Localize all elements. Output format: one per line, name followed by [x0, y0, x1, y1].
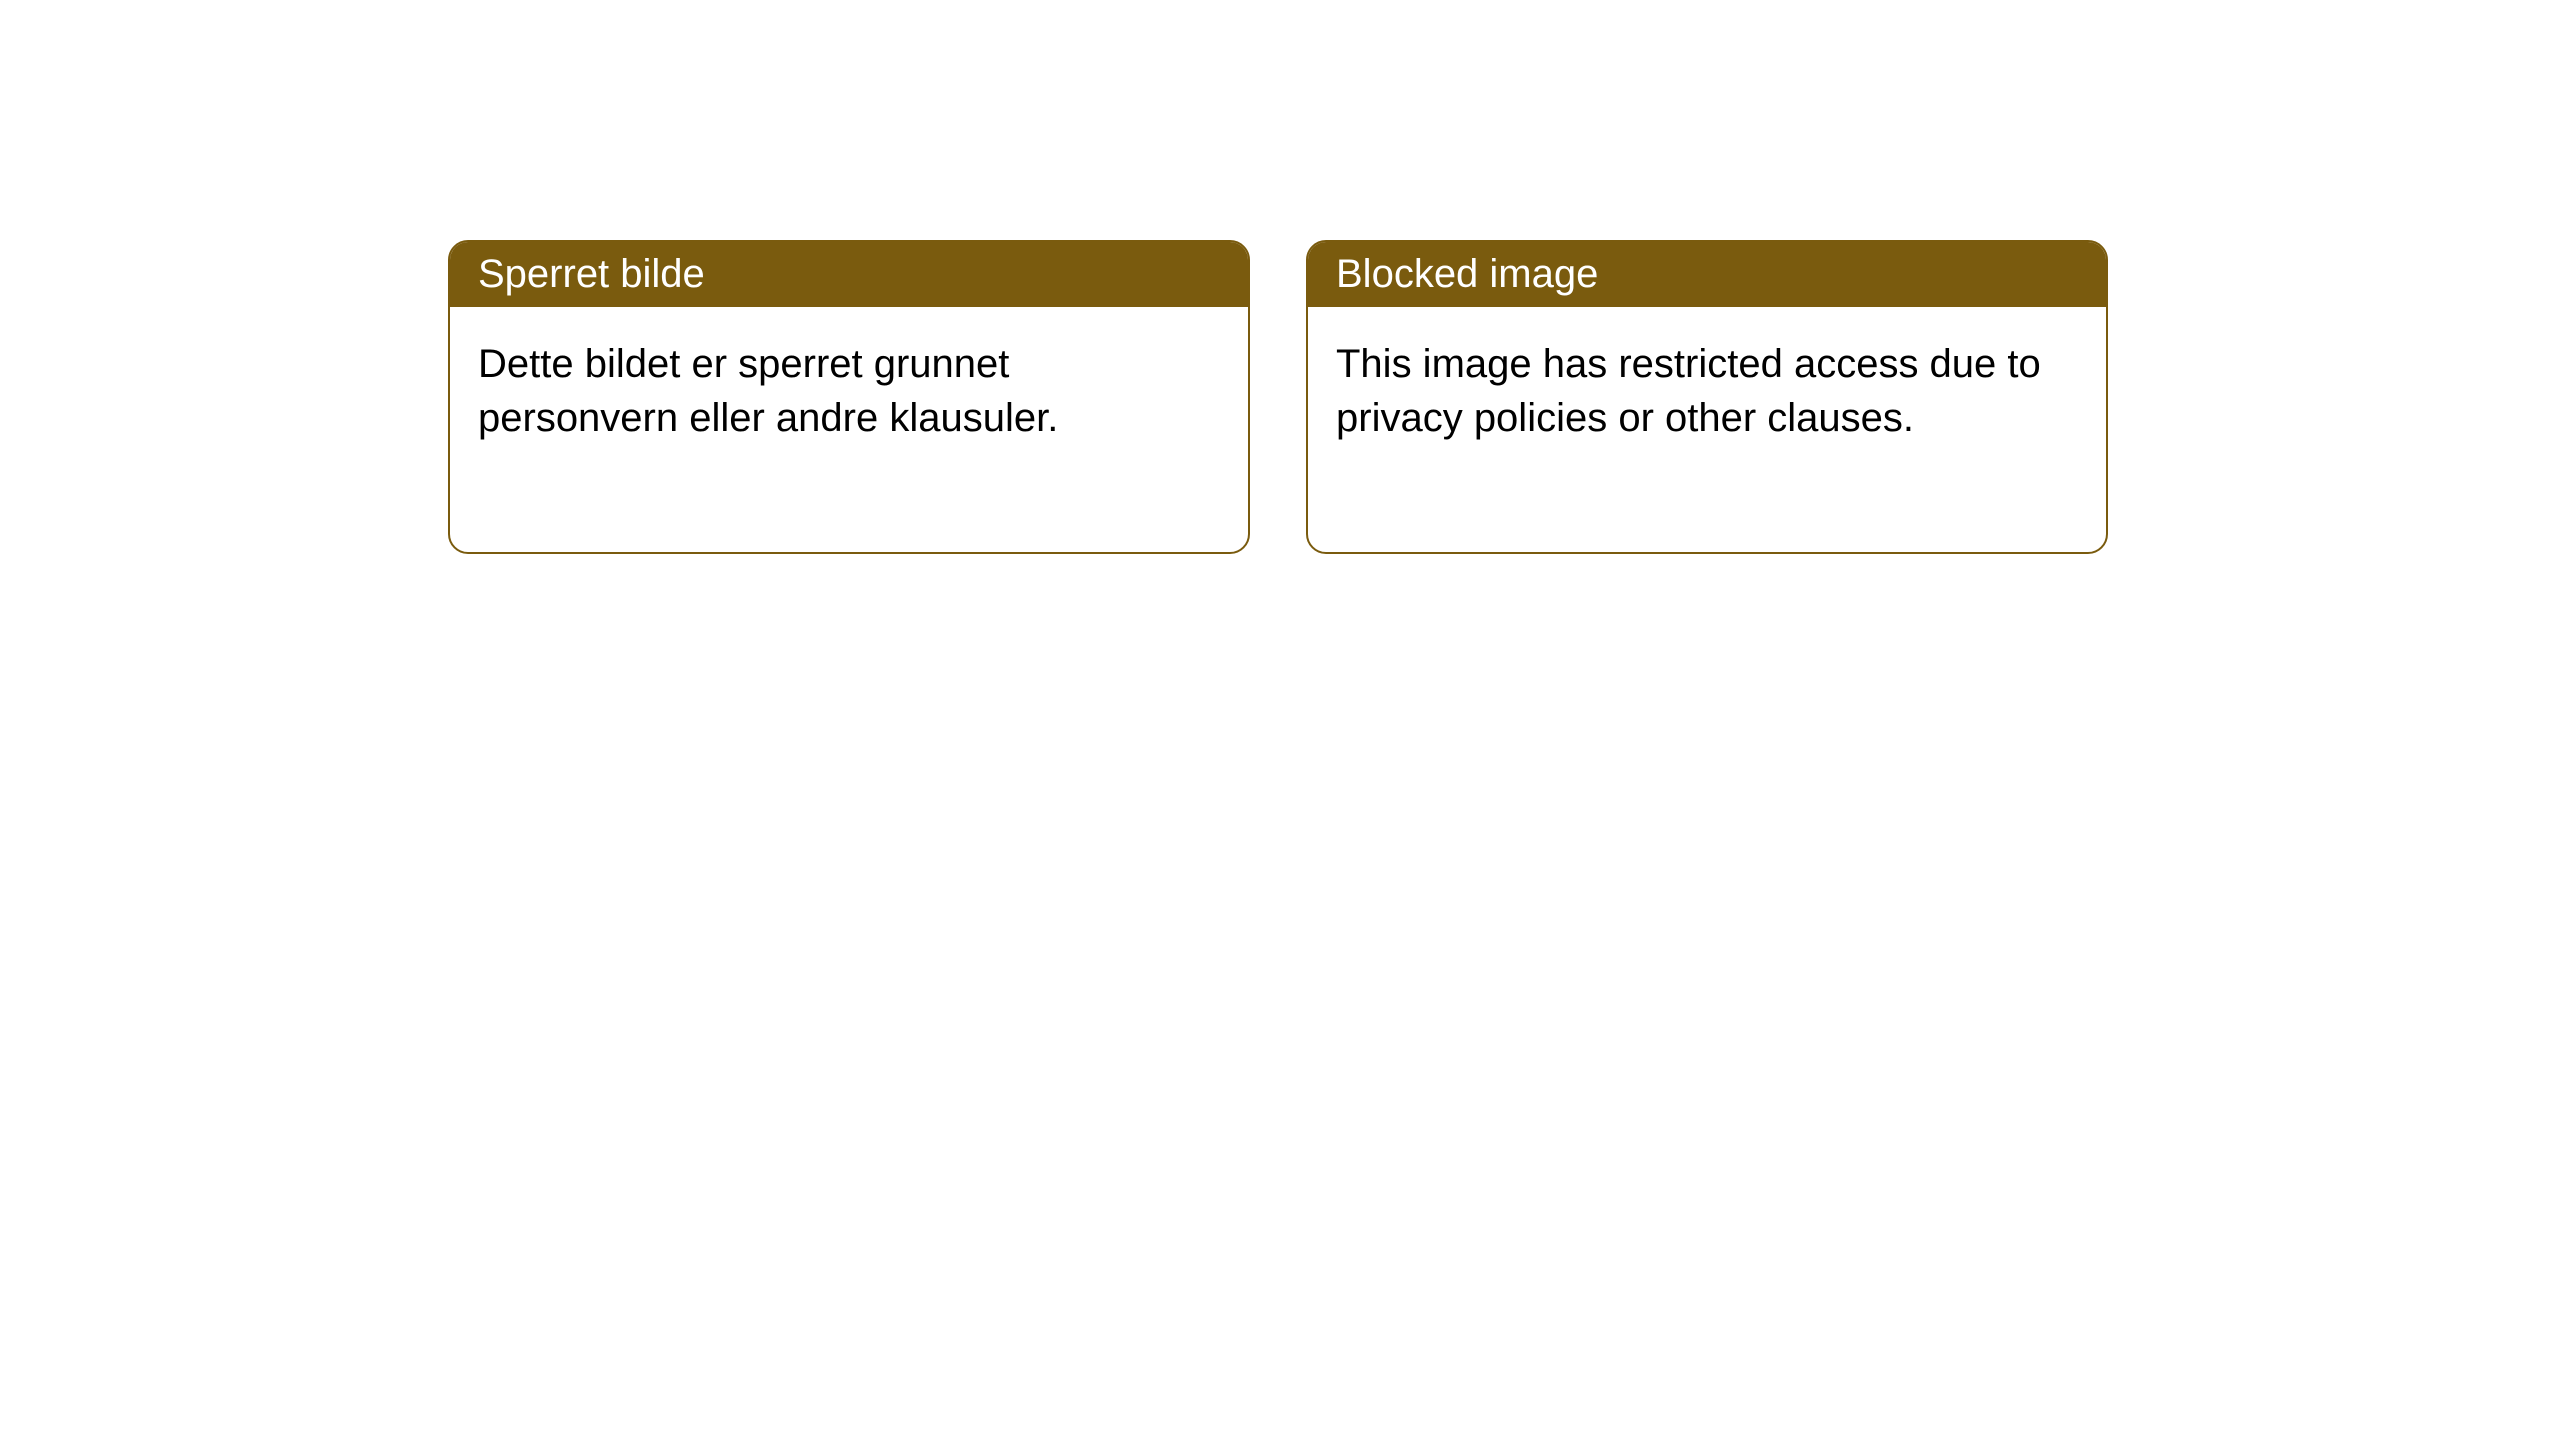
card-title: Blocked image	[1336, 252, 1598, 296]
card-title: Sperret bilde	[478, 252, 705, 296]
notice-container: Sperret bilde Dette bildet er sperret gr…	[448, 240, 2108, 554]
card-body-text: Dette bildet er sperret grunnet personve…	[478, 342, 1058, 440]
card-body: This image has restricted access due to …	[1308, 307, 2106, 552]
card-body-text: This image has restricted access due to …	[1336, 342, 2041, 440]
notice-card-norwegian: Sperret bilde Dette bildet er sperret gr…	[448, 240, 1250, 554]
card-header: Blocked image	[1308, 242, 2106, 307]
card-header: Sperret bilde	[450, 242, 1248, 307]
notice-card-english: Blocked image This image has restricted …	[1306, 240, 2108, 554]
card-body: Dette bildet er sperret grunnet personve…	[450, 307, 1248, 552]
